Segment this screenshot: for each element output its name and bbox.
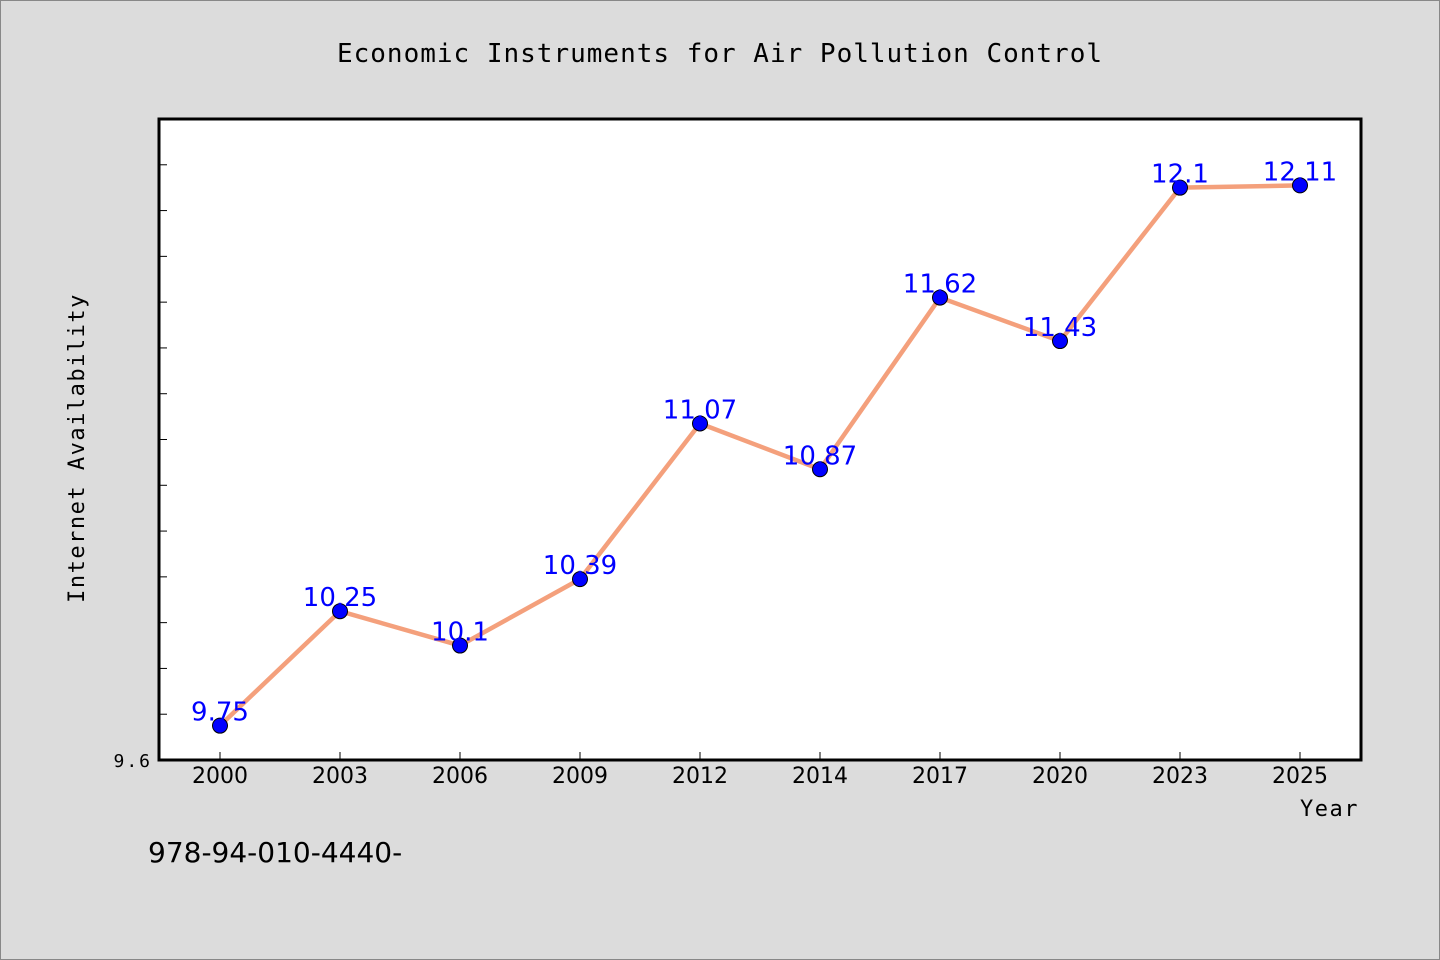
data-label: 10.25: [303, 583, 377, 613]
y-axis-minor-ticks: [159, 164, 167, 761]
data-point: [332, 603, 348, 620]
data-label: 10.1: [431, 618, 489, 648]
y-axis-label: Internet Availability: [65, 293, 90, 603]
x-axis-label: Year: [1300, 797, 1359, 822]
data-point: [1292, 177, 1308, 194]
y-tick-label-min: 9.6: [113, 751, 152, 772]
x-axis: 2000 2003 2006 2009 2012 2014 2017 2020 2023 2025: [192, 752, 1328, 789]
x-tick-label: 2020: [1032, 764, 1088, 789]
data-label: 11.07: [663, 395, 737, 425]
data-label: 10.87: [783, 441, 857, 471]
data-point: [1052, 333, 1068, 350]
data-point: [932, 289, 948, 306]
x-tick-label: 2000: [192, 764, 248, 789]
data-label: 12.11: [1263, 157, 1337, 187]
series-markers: [212, 177, 1308, 734]
x-tick-label: 2023: [1152, 764, 1208, 789]
x-tick-label: 2006: [432, 764, 488, 789]
plot-area: [157, 117, 1363, 762]
series-line: [217, 183, 1303, 728]
data-point: [692, 415, 708, 432]
data-label: 12.1: [1151, 160, 1209, 190]
data-label: 9.75: [191, 698, 249, 728]
data-point: [1172, 179, 1188, 196]
data-label: 11.62: [903, 270, 977, 300]
data-point: [812, 461, 828, 478]
x-tick-label: 2014: [792, 764, 848, 789]
data-point: [452, 637, 468, 654]
x-tick-label: 2025: [1272, 764, 1328, 789]
data-labels: 9.75 10.25 10.1 10.39 11.07 10.87 11.62 11.43 12…: [191, 157, 1337, 727]
x-tick-label: 2003: [312, 764, 368, 789]
x-tick-label: 2017: [912, 764, 968, 789]
data-label: 11.43: [1023, 313, 1097, 343]
x-tick-label: 2009: [552, 764, 608, 789]
chart-title: Economic Instruments for Air Pollution C…: [337, 39, 1103, 69]
x-tick-label: 2012: [672, 764, 728, 789]
footnote: 978-94-010-4440-: [148, 836, 402, 869]
data-point: [212, 717, 228, 734]
data-point: [572, 571, 588, 588]
data-label: 10.39: [543, 551, 617, 581]
